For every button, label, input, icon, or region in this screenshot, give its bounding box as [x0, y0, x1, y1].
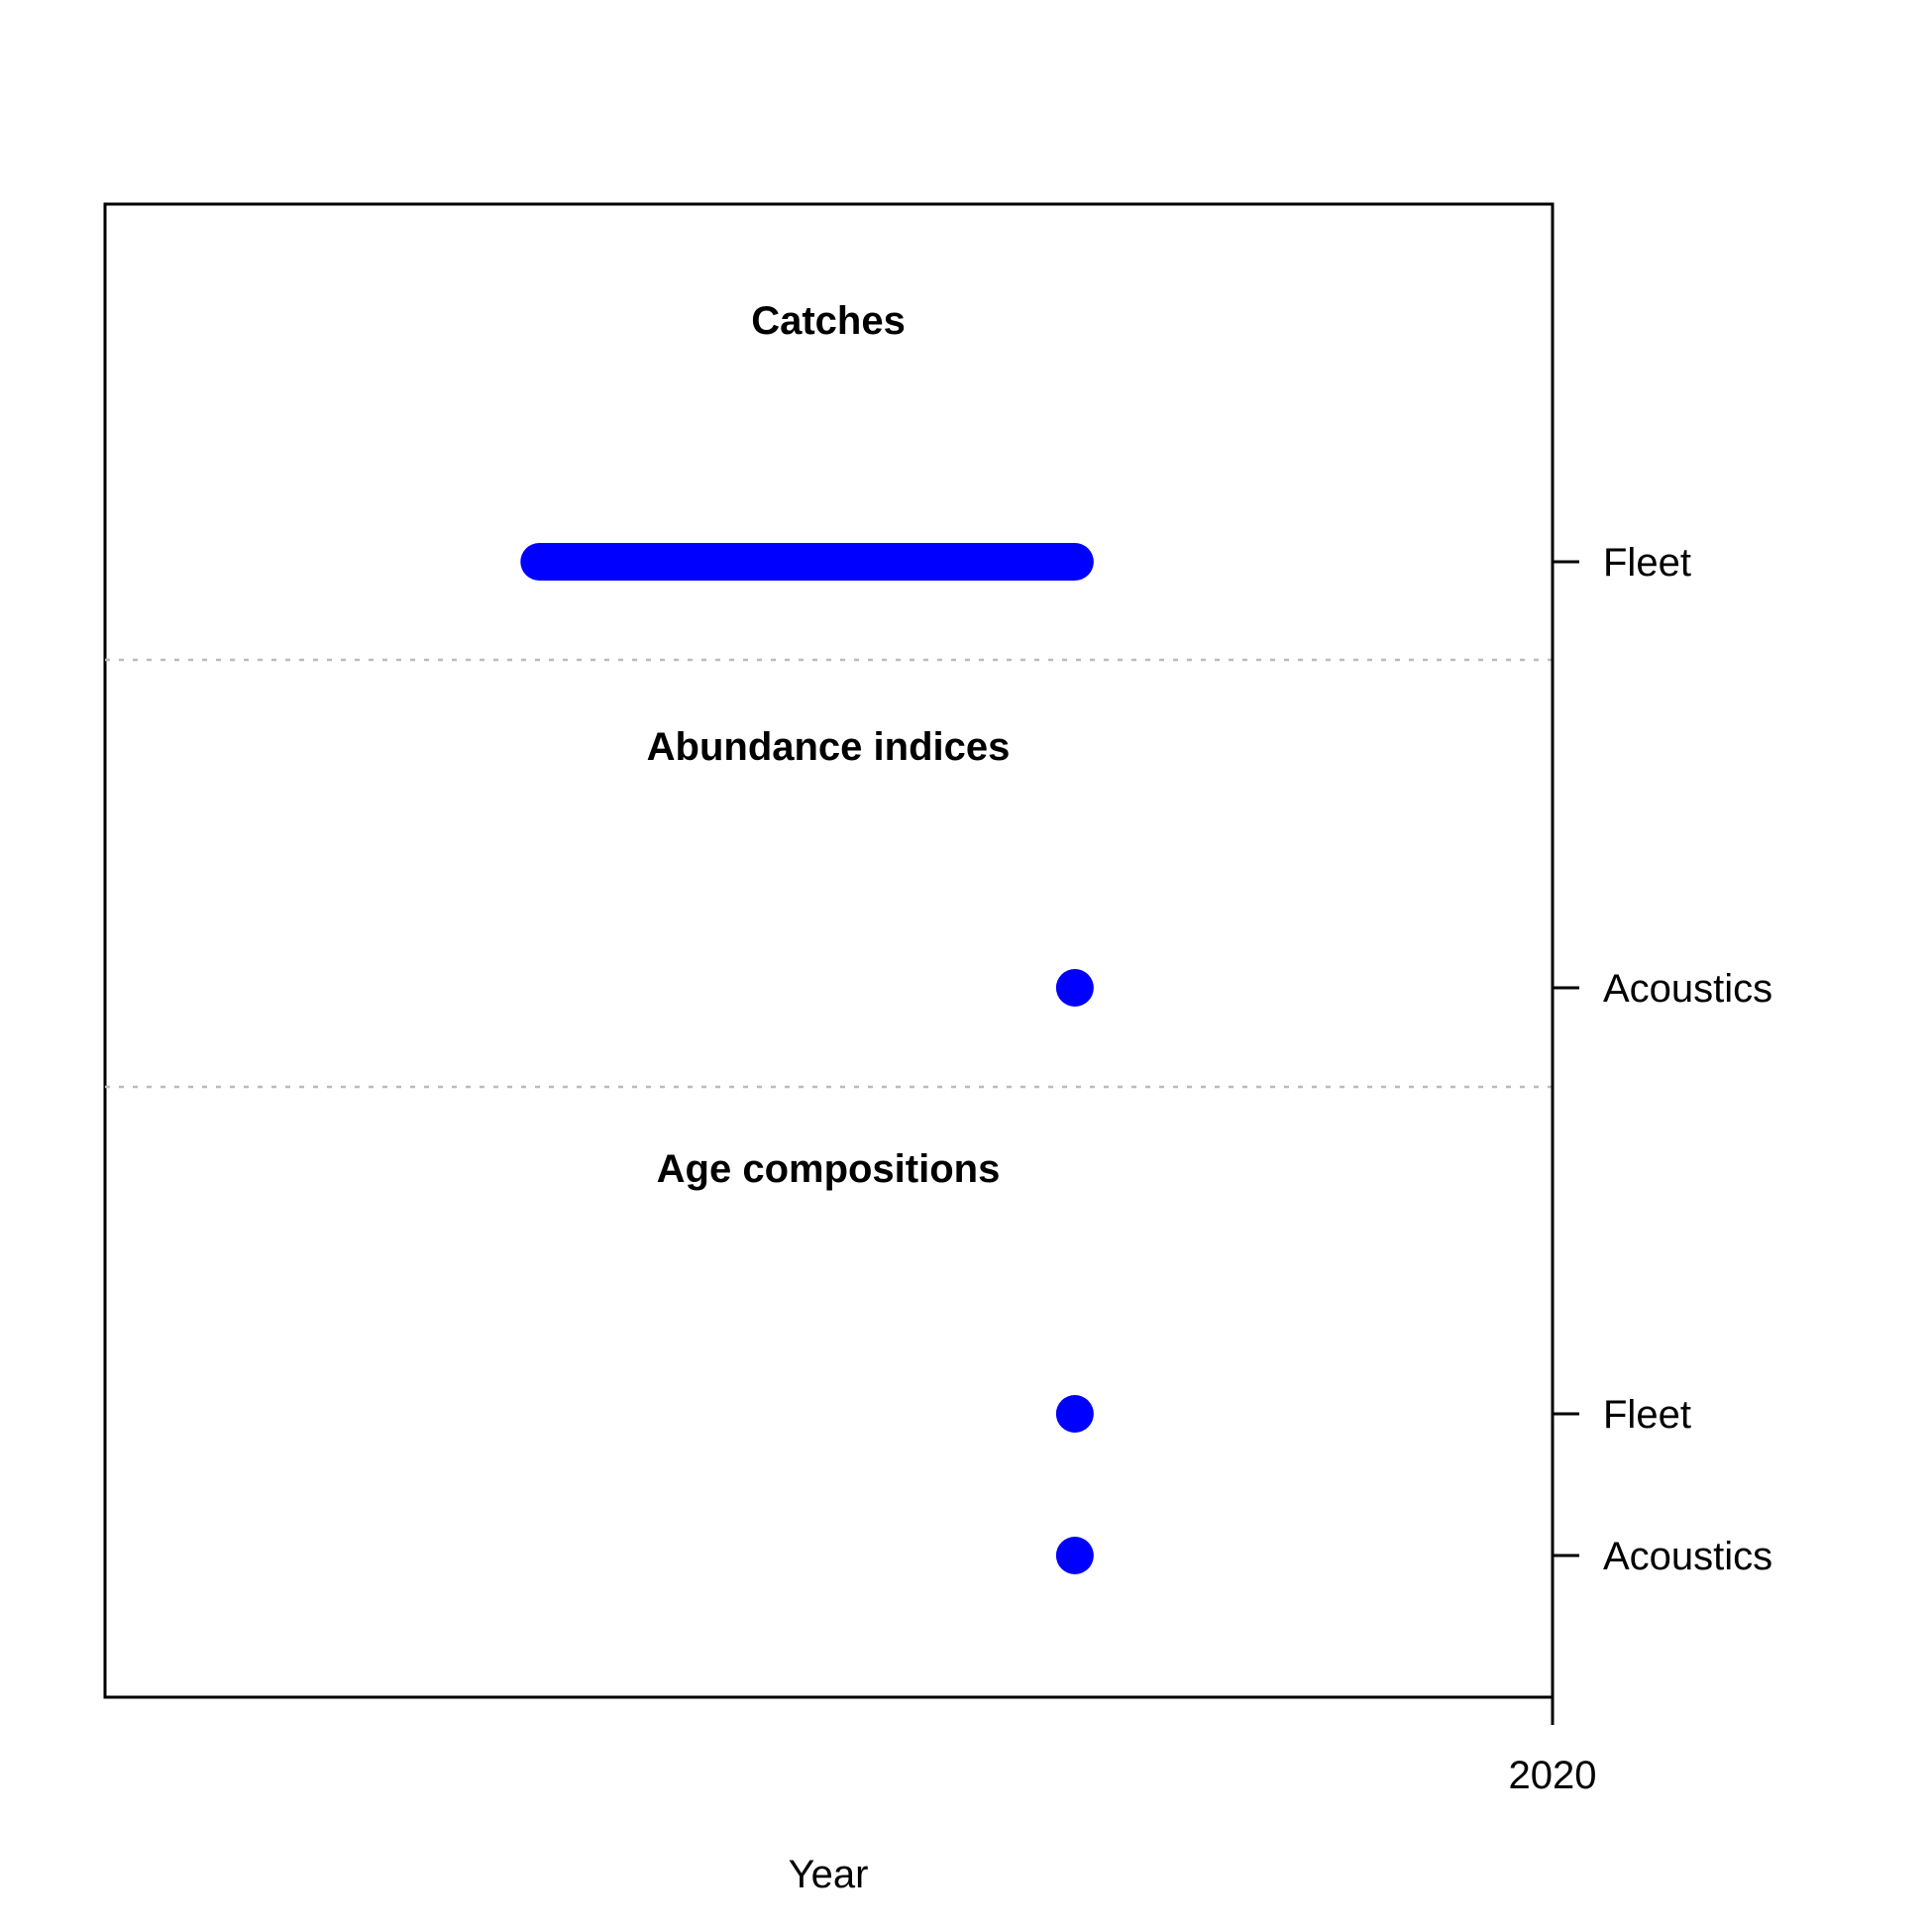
data-marks	[520, 543, 1094, 1574]
x-tick-label-2020: 2020	[1509, 1754, 1597, 1797]
row-label-age-acoustics: Acoustics	[1603, 1535, 1772, 1578]
row-label-age-fleet: Fleet	[1603, 1393, 1691, 1437]
x-axis-label: Year	[789, 1853, 869, 1896]
data-point-age-compositions-fleet	[1055, 1395, 1094, 1433]
data-point-abundance-indices-acoustics	[1055, 969, 1094, 1007]
plot-frame	[103, 202, 1555, 1699]
row-label-catches-fleet: Fleet	[1603, 541, 1691, 585]
data-point-age-compositions-acoustics	[1055, 1537, 1094, 1574]
section-title-catches: Catches	[751, 299, 906, 343]
section-title-abundance-indices: Abundance indices	[647, 725, 1011, 769]
section-title-age-compositions: Age compositions	[657, 1147, 1001, 1191]
row-label-abundance-acoustics: Acoustics	[1603, 967, 1772, 1011]
